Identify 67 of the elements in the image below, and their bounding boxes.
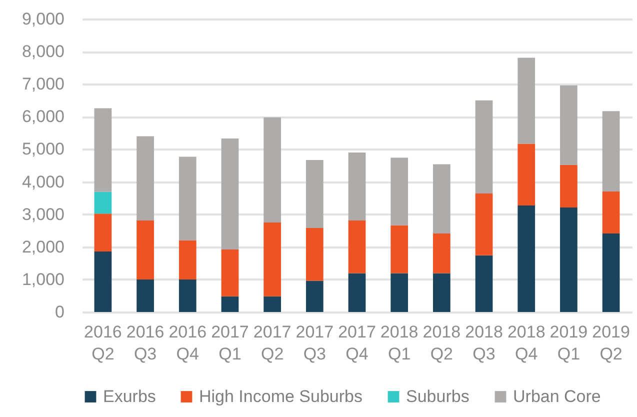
- y-tick-label: 9,000: [22, 10, 64, 28]
- x-tick-label: 2019 Q2: [592, 322, 630, 364]
- bar: [178, 240, 196, 280]
- bar: [94, 108, 112, 192]
- y-tick-label: 2,000: [22, 237, 64, 256]
- bar: [475, 194, 493, 256]
- bar: [94, 214, 112, 252]
- bar: [264, 117, 281, 222]
- x-tick-label: 2016 Q3: [126, 322, 164, 364]
- bar: [178, 279, 196, 312]
- bar: [602, 111, 620, 192]
- bar: [475, 100, 493, 194]
- bar: [221, 138, 239, 250]
- bar: [433, 164, 450, 234]
- bar: [136, 220, 154, 280]
- y-tick-label: 4,000: [22, 172, 64, 192]
- bar: [602, 234, 620, 312]
- x-tick-label: 2018 Q2: [422, 322, 461, 364]
- bar: [306, 160, 324, 228]
- bar: [94, 251, 112, 312]
- bar: [390, 225, 408, 274]
- bar: [433, 234, 450, 274]
- y-tick-label: 5,000: [22, 140, 64, 159]
- y-tick-label: 3,000: [22, 204, 64, 224]
- bar: [94, 192, 112, 214]
- x-tick-label: 2017 Q4: [338, 322, 376, 364]
- bar: [221, 249, 239, 296]
- y-tick-label: 0: [55, 302, 64, 322]
- bar: [221, 296, 239, 312]
- x-tick-label: 2018 Q4: [507, 322, 546, 364]
- bar: [178, 156, 196, 240]
- x-tick-label: 2016 Q2: [84, 322, 122, 364]
- x-tick-label: 2017 Q2: [253, 322, 292, 364]
- bar: [348, 152, 366, 221]
- bar: [390, 158, 408, 226]
- x-tick-label: 2017 Q1: [211, 322, 249, 364]
- x-tick-label: 2017 Q3: [296, 322, 334, 364]
- bar: [348, 220, 366, 274]
- bar: [602, 192, 620, 234]
- bar: [475, 255, 493, 312]
- bar: [348, 273, 366, 312]
- legend-label: Exurbs: [103, 386, 156, 406]
- x-tick-label: 2018 Q3: [465, 322, 503, 364]
- bar: [306, 228, 324, 281]
- bar: [560, 164, 578, 208]
- bar: [560, 207, 578, 312]
- y-tick-label: 7,000: [22, 74, 64, 94]
- bar: [433, 273, 450, 312]
- bar: [518, 144, 536, 206]
- bar: [136, 136, 154, 221]
- y-tick-label: 1,000: [22, 270, 64, 289]
- bar: [560, 85, 578, 165]
- x-tick-label: 2018 Q1: [380, 322, 418, 364]
- bar: [518, 58, 536, 144]
- bar: [390, 273, 408, 312]
- x-tick-label: 2019 Q1: [550, 322, 588, 364]
- bar: [264, 296, 281, 312]
- bar: [136, 279, 154, 312]
- y-tick-label: 6,000: [22, 107, 64, 126]
- bar: [518, 206, 536, 312]
- bar: [264, 222, 281, 296]
- legend-label: High Income Suburbs: [199, 386, 362, 406]
- legend-label: Urban Core: [513, 386, 601, 406]
- x-tick-label: 2016 Q4: [168, 322, 207, 364]
- bar: [306, 280, 324, 312]
- legend-label: Suburbs: [406, 386, 470, 406]
- y-tick-label: 8,000: [22, 42, 64, 62]
